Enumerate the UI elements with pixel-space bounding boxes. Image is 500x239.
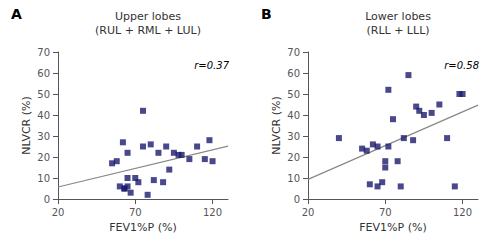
svg-text:20: 20 bbox=[302, 207, 315, 218]
svg-text:70: 70 bbox=[37, 47, 50, 58]
svg-text:(RLL + LLL): (RLL + LLL) bbox=[366, 24, 429, 37]
svg-text:Upper lobes: Upper lobes bbox=[115, 10, 181, 23]
svg-text:10: 10 bbox=[287, 173, 300, 184]
svg-text:30: 30 bbox=[37, 131, 50, 142]
svg-text:20: 20 bbox=[37, 152, 50, 163]
svg-text:60: 60 bbox=[287, 68, 300, 79]
svg-text:(RUL + RML + LUL): (RUL + RML + LUL) bbox=[95, 24, 201, 37]
svg-text:20: 20 bbox=[52, 207, 65, 218]
svg-text:r=0.37: r=0.37 bbox=[194, 60, 229, 71]
svg-text:0: 0 bbox=[44, 194, 50, 205]
svg-text:120: 120 bbox=[453, 207, 472, 218]
svg-text:40: 40 bbox=[37, 110, 50, 121]
svg-text:r=0.58: r=0.58 bbox=[444, 60, 479, 71]
svg-text:0: 0 bbox=[294, 194, 300, 205]
svg-text:70: 70 bbox=[129, 207, 142, 218]
svg-text:30: 30 bbox=[287, 131, 300, 142]
svg-text:50: 50 bbox=[287, 89, 300, 100]
svg-text:120: 120 bbox=[203, 207, 222, 218]
svg-text:FEV1%P (%): FEV1%P (%) bbox=[109, 221, 176, 234]
svg-text:B: B bbox=[261, 6, 272, 22]
svg-text:60: 60 bbox=[37, 68, 50, 79]
svg-text:NLVCR (%): NLVCR (%) bbox=[270, 96, 283, 155]
svg-text:70: 70 bbox=[287, 47, 300, 58]
svg-text:70: 70 bbox=[379, 207, 392, 218]
svg-text:20: 20 bbox=[287, 152, 300, 163]
svg-text:FEV1%P (%): FEV1%P (%) bbox=[359, 221, 426, 234]
svg-text:10: 10 bbox=[37, 173, 50, 184]
svg-text:A: A bbox=[11, 6, 22, 22]
svg-text:50: 50 bbox=[37, 89, 50, 100]
svg-text:NLVCR (%): NLVCR (%) bbox=[20, 96, 33, 155]
svg-text:40: 40 bbox=[287, 110, 300, 121]
svg-text:Lower lobes: Lower lobes bbox=[365, 10, 431, 23]
